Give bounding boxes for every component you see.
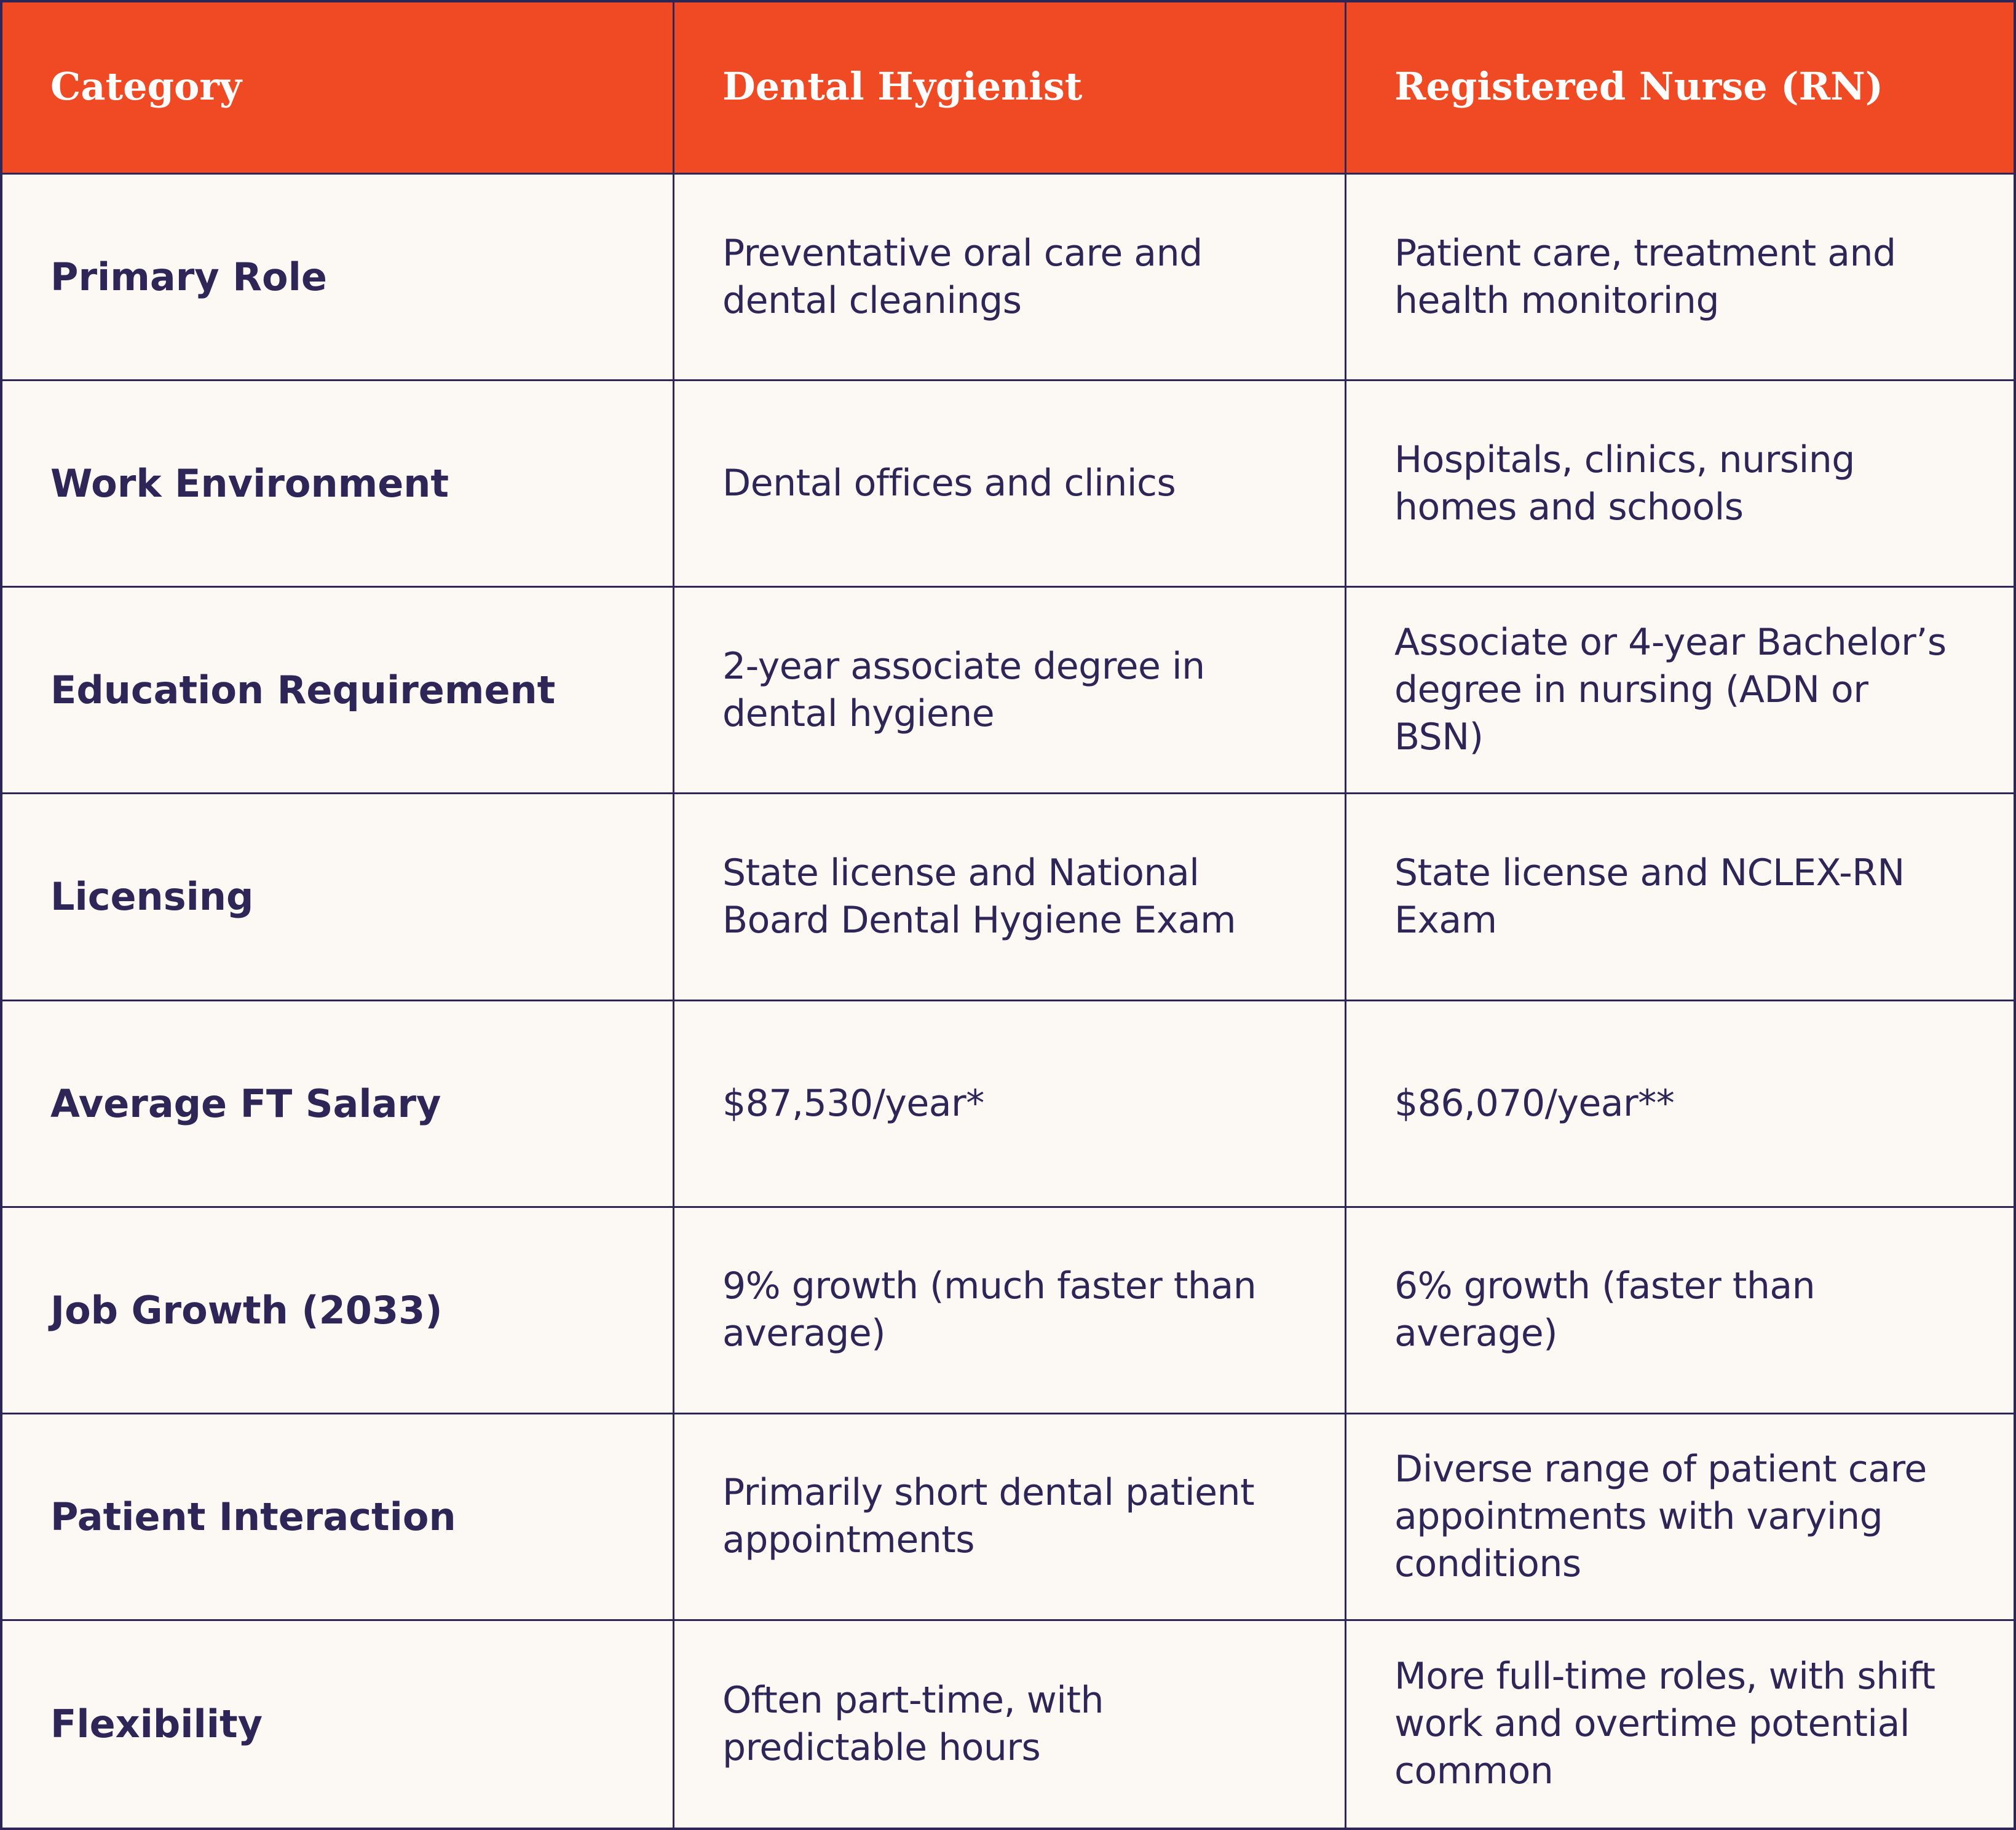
row-label-text: Work Environment	[50, 461, 449, 507]
header-cell-dental-hygienist: Dental Hygienist	[674, 2, 1346, 175]
row-nurse-work-environment: Hospitals, clinics, nursing homes and sc…	[1346, 381, 2014, 588]
header-cell-registered-nurse: Registered Nurse (RN)	[1346, 2, 2014, 175]
row-label-average-salary: Average FT Salary	[2, 1001, 674, 1208]
row-nurse-text: Patient care, treatment and health monit…	[1394, 231, 1896, 322]
row-nurse-text: More full-time roles, with shift work an…	[1394, 1655, 1935, 1793]
row-nurse-text: Diverse range of patient care appointmen…	[1394, 1447, 1927, 1585]
row-label-flexibility: Flexibility	[2, 1620, 674, 1828]
row-label-primary-role: Primary Role	[2, 175, 674, 382]
row-label-job-growth: Job Growth (2033)	[2, 1207, 674, 1414]
row-dental-text: Preventative oral care and dental cleani…	[722, 231, 1203, 322]
row-dental-flexibility: Often part-time, with predictable hours	[674, 1620, 1346, 1828]
row-nurse-patient-interaction: Diverse range of patient care appointmen…	[1346, 1414, 2014, 1621]
row-nurse-average-salary: $86,070/year**	[1346, 1001, 2014, 1208]
row-nurse-primary-role: Patient care, treatment and health monit…	[1346, 175, 2014, 382]
row-dental-text: 9% growth (much faster than average)	[722, 1264, 1257, 1355]
row-nurse-flexibility: More full-time roles, with shift work an…	[1346, 1621, 2014, 1828]
row-dental-licensing: State license and National Board Dental …	[674, 794, 1346, 1001]
row-label-text: Average FT Salary	[50, 1081, 441, 1126]
header-dental-label: Dental Hygienist	[722, 64, 1083, 109]
row-nurse-text: Hospitals, clinics, nursing homes and sc…	[1394, 438, 1855, 529]
row-dental-work-environment: Dental offices and clinics	[674, 381, 1346, 588]
row-dental-text: Dental offices and clinics	[722, 462, 1176, 505]
row-label-text: Education Requirement	[50, 668, 556, 713]
row-label-work-environment: Work Environment	[2, 381, 674, 588]
row-label-patient-interaction: Patient Interaction	[2, 1414, 674, 1621]
row-nurse-text: $86,070/year**	[1394, 1081, 1675, 1125]
row-label-text: Job Growth (2033)	[50, 1287, 443, 1333]
row-dental-text: State license and National Board Dental …	[722, 851, 1236, 942]
row-dental-job-growth: 9% growth (much faster than average)	[674, 1207, 1346, 1414]
row-nurse-job-growth: 6% growth (faster than average)	[1346, 1208, 2014, 1414]
row-nurse-education-requirement: Associate or 4-year Bachelor’s degree in…	[1346, 588, 2014, 795]
row-label-text: Flexibility	[50, 1702, 263, 1747]
row-dental-patient-interaction: Primarily short dental patient appointme…	[674, 1414, 1346, 1621]
row-dental-text: $87,530/year*	[722, 1081, 984, 1125]
header-cell-category: Category	[2, 2, 674, 175]
row-dental-primary-role: Preventative oral care and dental cleani…	[674, 175, 1346, 382]
row-label-licensing: Licensing	[2, 794, 674, 1001]
row-dental-text: Primarily short dental patient appointme…	[722, 1471, 1255, 1562]
row-label-text: Primary Role	[50, 254, 327, 300]
row-label-education-requirement: Education Requirement	[2, 588, 674, 795]
header-nurse-label: Registered Nurse (RN)	[1394, 64, 1884, 109]
row-nurse-text: State license and NCLEX-RN Exam	[1394, 851, 1905, 942]
row-label-text: Licensing	[50, 874, 254, 920]
header-category-label: Category	[50, 64, 242, 109]
row-dental-text: Often part-time, with predictable hours	[722, 1678, 1104, 1769]
row-nurse-text: Associate or 4-year Bachelor’s degree in…	[1394, 621, 1947, 759]
row-nurse-licensing: State license and NCLEX-RN Exam	[1346, 794, 2014, 1001]
row-dental-text: 2-year associate degree in dental hygien…	[722, 644, 1205, 735]
row-dental-education-requirement: 2-year associate degree in dental hygien…	[674, 588, 1346, 795]
row-dental-average-salary: $87,530/year*	[674, 1001, 1346, 1208]
row-label-text: Patient Interaction	[50, 1494, 456, 1539]
row-nurse-text: 6% growth (faster than average)	[1394, 1264, 1816, 1355]
